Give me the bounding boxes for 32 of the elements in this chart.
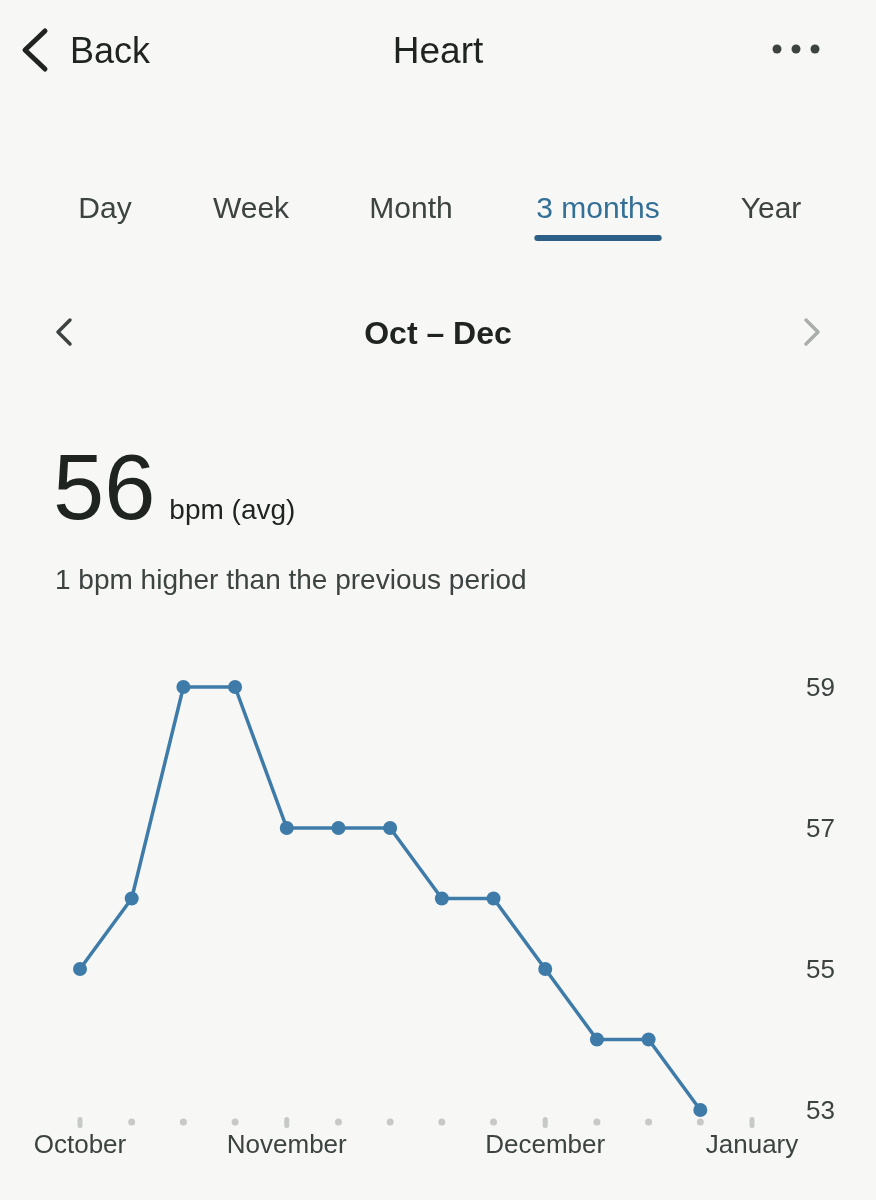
point bbox=[331, 821, 346, 835]
x-tick-label: November bbox=[226, 1129, 348, 1159]
point bbox=[228, 680, 243, 694]
y-tick-label: 55 bbox=[806, 954, 835, 985]
text: 3 months bbox=[536, 191, 660, 224]
y-tick-label: 59 bbox=[806, 672, 835, 703]
text: 1 bpm higher than the previous period bbox=[55, 564, 527, 595]
point bbox=[693, 1103, 708, 1117]
chart-title: Heart bbox=[392, 30, 484, 71]
y-tick-label: 53 bbox=[806, 1095, 835, 1126]
text: Week bbox=[212, 191, 291, 224]
point bbox=[641, 1032, 656, 1047]
point bbox=[124, 891, 139, 906]
point bbox=[538, 962, 553, 976]
point bbox=[279, 821, 294, 835]
x-tick-label: October bbox=[33, 1129, 127, 1159]
point bbox=[383, 821, 398, 835]
text: 56 bbox=[53, 436, 156, 538]
chart-subtitle: Oct – Dec bbox=[364, 315, 512, 351]
point bbox=[176, 680, 191, 694]
y-tick-label: 57 bbox=[806, 813, 835, 844]
text: bpm (avg) bbox=[169, 494, 296, 525]
x-tick-label: January bbox=[705, 1129, 799, 1159]
text: Month bbox=[369, 191, 453, 224]
text: Year bbox=[740, 191, 802, 224]
point bbox=[434, 891, 449, 906]
x-tick-label: December bbox=[485, 1129, 606, 1159]
point bbox=[589, 1032, 604, 1047]
point bbox=[73, 962, 87, 976]
point bbox=[486, 891, 501, 906]
text: Back bbox=[70, 30, 152, 71]
text: Day bbox=[78, 191, 132, 224]
